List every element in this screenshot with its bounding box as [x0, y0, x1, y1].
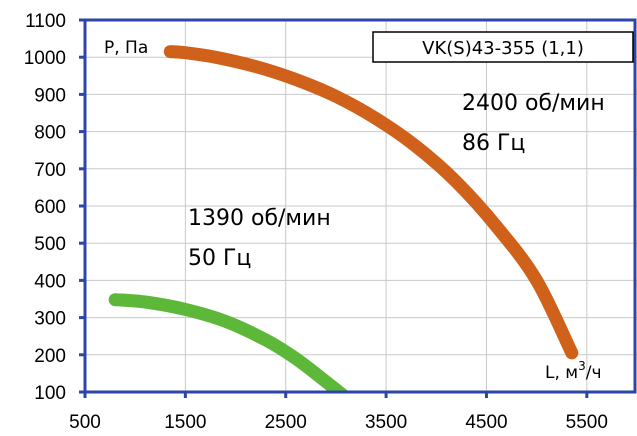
x-tick-label: 2500	[265, 412, 307, 433]
annotation-50-hz: 50 Гц	[188, 246, 251, 271]
x-axis-label-sup: 3	[578, 359, 586, 373]
x-tick-label: 3500	[365, 412, 407, 433]
curves	[108, 45, 579, 392]
model-label: VK(S)43-355 (1,1)	[422, 38, 584, 59]
x-tick-label: 4500	[465, 412, 507, 433]
x-axis-label-tail: /ч	[586, 363, 602, 383]
y-tick-label: 600	[34, 197, 66, 218]
y-tick-label: 300	[34, 309, 66, 330]
x-tick-labels: 500 1500 2500 3500 4500 5500	[69, 412, 608, 433]
y-tick-label: 400	[34, 271, 66, 292]
annotation-86-hz: 86 Гц	[462, 131, 525, 156]
model-label-box	[372, 31, 634, 63]
y-tick-label: 200	[34, 346, 66, 367]
x-tick-label: 1500	[164, 412, 206, 433]
curve-2400-rpm	[163, 45, 579, 360]
x-tick-label: 500	[69, 412, 101, 433]
axes	[79, 18, 637, 398]
y-tick-label: 100	[34, 383, 66, 404]
x-axis-label: L, м3/ч	[545, 359, 602, 383]
annotation-1390-rpm: 1390 об/мин	[188, 206, 331, 231]
y-tick-label: 700	[34, 160, 66, 181]
curve-1390-rpm	[108, 293, 350, 392]
y-tick-labels: 100 200 300 400 500 600 700 800 900 1000 1100	[24, 11, 66, 404]
annotation-2400-rpm: 2400 об/мин	[462, 91, 605, 116]
grid	[85, 20, 637, 392]
y-tick-label: 900	[34, 85, 66, 106]
x-axis-label-main: L, м	[545, 363, 578, 383]
y-axis-label: P, Па	[104, 38, 148, 58]
y-tick-label: 1000	[24, 48, 66, 69]
y-tick-label: 800	[34, 123, 66, 144]
y-tick-label: 1100	[25, 11, 66, 32]
y-tick-label: 500	[34, 234, 66, 255]
x-tick-label: 5500	[566, 412, 608, 433]
